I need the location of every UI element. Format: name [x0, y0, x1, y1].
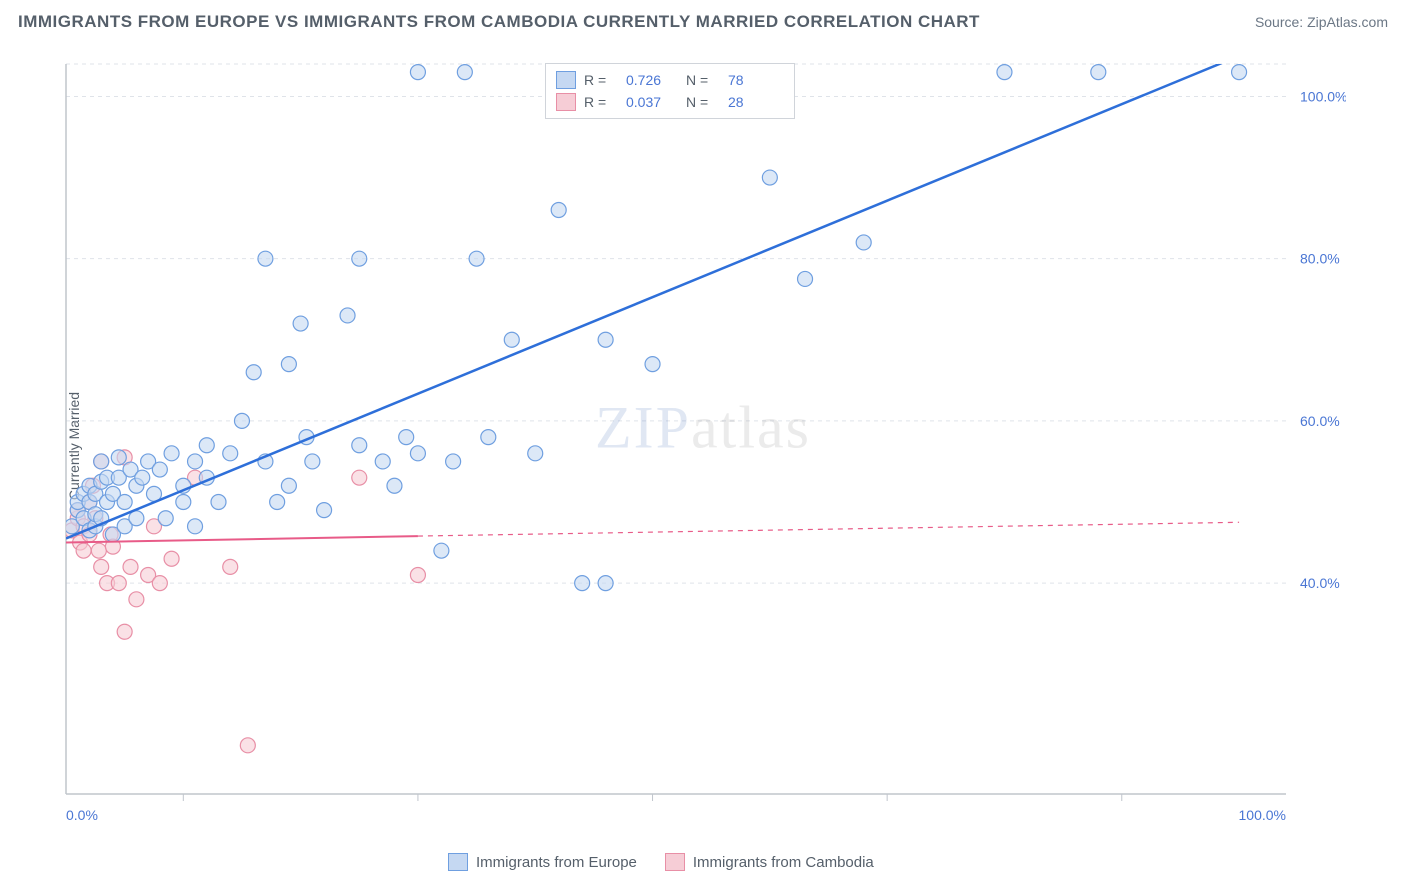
n-value-europe: 78 [728, 69, 780, 91]
chart-title: IMMIGRANTS FROM EUROPE VS IMMIGRANTS FRO… [18, 12, 980, 31]
svg-text:60.0%: 60.0% [1300, 413, 1340, 429]
r-label: R = [584, 69, 618, 91]
svg-text:40.0%: 40.0% [1300, 575, 1340, 591]
swatch-europe [556, 71, 576, 89]
n-label: N = [686, 91, 720, 113]
legend-series-names: Immigrants from Europe Immigrants from C… [448, 853, 874, 871]
svg-text:80.0%: 80.0% [1300, 251, 1340, 267]
legend-item-europe: Immigrants from Europe [448, 853, 637, 871]
legend-row-cambodia: R = 0.037 N = 28 [556, 91, 780, 113]
scatter-plot-svg: 40.0% 60.0% 80.0% 100.0% 0.0% 100.0% [60, 58, 1346, 828]
svg-text:100.0%: 100.0% [1239, 807, 1286, 823]
source-label: Source: ZipAtlas.com [1255, 14, 1388, 30]
legend-item-cambodia: Immigrants from Cambodia [665, 853, 874, 871]
swatch-cambodia [665, 853, 685, 871]
series-name-cambodia: Immigrants from Cambodia [693, 854, 874, 871]
n-value-cambodia: 28 [728, 91, 780, 113]
series-name-europe: Immigrants from Europe [476, 854, 637, 871]
svg-text:0.0%: 0.0% [66, 807, 98, 823]
swatch-cambodia [556, 93, 576, 111]
r-label: R = [584, 91, 618, 113]
swatch-europe [448, 853, 468, 871]
svg-text:100.0%: 100.0% [1300, 88, 1346, 104]
r-value-europe: 0.726 [626, 69, 678, 91]
n-label: N = [686, 69, 720, 91]
legend-correlation-box: R = 0.726 N = 78 R = 0.037 N = 28 [545, 63, 795, 119]
legend-row-europe: R = 0.726 N = 78 [556, 69, 780, 91]
plot-area: 40.0%60.0%80.0%100.0%0.0%100.0% ZIPatlas [60, 58, 1346, 828]
r-value-cambodia: 0.037 [626, 91, 678, 113]
header-bar: IMMIGRANTS FROM EUROPE VS IMMIGRANTS FRO… [18, 12, 1388, 42]
